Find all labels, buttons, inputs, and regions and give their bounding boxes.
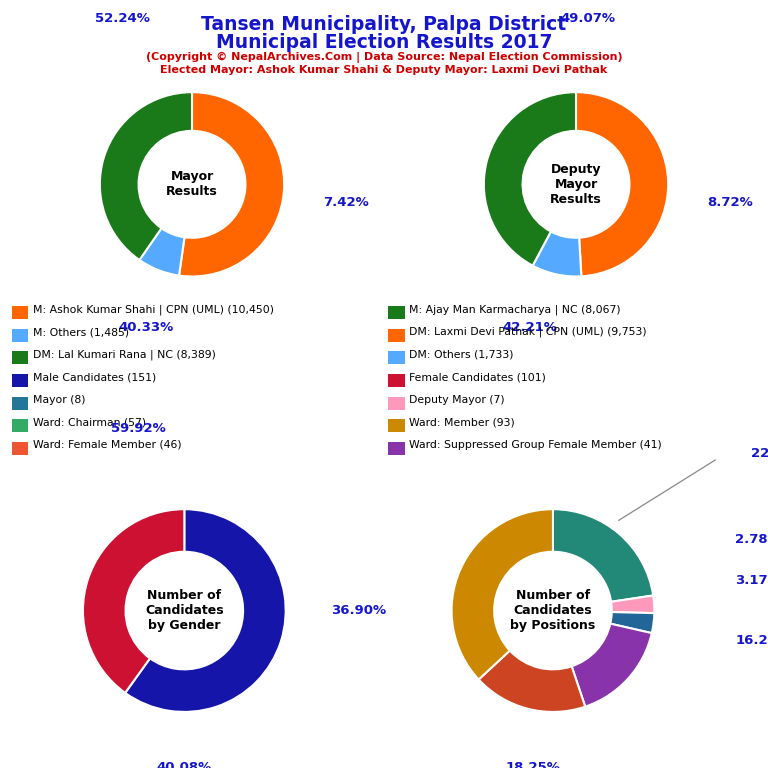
Text: Female Candidates (101): Female Candidates (101) — [409, 372, 546, 382]
Text: 40.33%: 40.33% — [118, 321, 174, 333]
Text: 7.42%: 7.42% — [323, 197, 369, 209]
Text: 3.17%: 3.17% — [736, 574, 768, 587]
Text: Municipal Election Results 2017: Municipal Election Results 2017 — [216, 33, 552, 52]
Text: Deputy
Mayor
Results: Deputy Mayor Results — [550, 163, 602, 206]
Text: 49.07%: 49.07% — [560, 12, 615, 25]
FancyBboxPatch shape — [12, 419, 28, 432]
FancyBboxPatch shape — [388, 442, 405, 455]
Wedge shape — [452, 509, 553, 680]
Text: Number of
Candidates
by Positions: Number of Candidates by Positions — [510, 589, 596, 632]
Wedge shape — [611, 612, 654, 633]
Text: Elected Mayor: Ashok Kumar Shahi & Deputy Mayor: Laxmi Devi Pathak: Elected Mayor: Ashok Kumar Shahi & Deput… — [161, 65, 607, 74]
Text: Deputy Mayor (7): Deputy Mayor (7) — [409, 395, 505, 405]
Text: 8.72%: 8.72% — [707, 197, 753, 209]
Wedge shape — [571, 624, 652, 707]
FancyBboxPatch shape — [388, 329, 405, 342]
Text: Ward: Female Member (46): Ward: Female Member (46) — [33, 440, 182, 450]
FancyBboxPatch shape — [388, 352, 405, 365]
FancyBboxPatch shape — [388, 396, 405, 409]
Text: M: Ajay Man Karmacharya | NC (8,067): M: Ajay Man Karmacharya | NC (8,067) — [409, 304, 621, 315]
FancyBboxPatch shape — [12, 442, 28, 455]
Text: 52.24%: 52.24% — [95, 12, 151, 25]
Text: Ward: Chairman (57): Ward: Chairman (57) — [33, 417, 146, 427]
Wedge shape — [533, 231, 581, 276]
Text: 59.92%: 59.92% — [111, 422, 166, 435]
Wedge shape — [478, 650, 585, 712]
Text: 18.25%: 18.25% — [505, 761, 560, 768]
Text: 22.62%: 22.62% — [750, 447, 768, 460]
Text: 16.27%: 16.27% — [736, 634, 768, 647]
Text: DM: Laxmi Devi Pathak | CPN (UML) (9,753): DM: Laxmi Devi Pathak | CPN (UML) (9,753… — [409, 326, 647, 337]
Text: DM: Lal Kumari Rana | NC (8,389): DM: Lal Kumari Rana | NC (8,389) — [33, 349, 216, 360]
FancyBboxPatch shape — [12, 306, 28, 319]
Wedge shape — [484, 92, 576, 266]
Wedge shape — [125, 509, 286, 712]
Wedge shape — [611, 595, 654, 613]
Wedge shape — [576, 92, 668, 276]
Wedge shape — [179, 92, 284, 276]
Wedge shape — [83, 509, 184, 693]
Text: Mayor (8): Mayor (8) — [33, 395, 85, 405]
Wedge shape — [100, 92, 192, 260]
FancyBboxPatch shape — [12, 352, 28, 365]
Text: Number of
Candidates
by Gender: Number of Candidates by Gender — [145, 589, 223, 632]
FancyBboxPatch shape — [388, 419, 405, 432]
Wedge shape — [140, 228, 184, 276]
Text: M: Ashok Kumar Shahi | CPN (UML) (10,450): M: Ashok Kumar Shahi | CPN (UML) (10,450… — [33, 304, 274, 315]
Text: (Copyright © NepalArchives.Com | Data Source: Nepal Election Commission): (Copyright © NepalArchives.Com | Data So… — [146, 51, 622, 62]
Text: 2.78%: 2.78% — [736, 533, 768, 546]
Text: Ward: Member (93): Ward: Member (93) — [409, 417, 515, 427]
Text: DM: Others (1,733): DM: Others (1,733) — [409, 349, 514, 359]
Text: Ward: Suppressed Group Female Member (41): Ward: Suppressed Group Female Member (41… — [409, 440, 662, 450]
Text: Male Candidates (151): Male Candidates (151) — [33, 372, 156, 382]
Wedge shape — [553, 509, 654, 602]
Text: 40.08%: 40.08% — [157, 761, 212, 768]
FancyBboxPatch shape — [12, 374, 28, 387]
Text: M: Others (1,485): M: Others (1,485) — [33, 327, 129, 337]
FancyBboxPatch shape — [388, 374, 405, 387]
Text: 42.21%: 42.21% — [502, 321, 558, 333]
Text: 36.90%: 36.90% — [330, 604, 386, 617]
FancyBboxPatch shape — [388, 306, 405, 319]
Text: Mayor
Results: Mayor Results — [166, 170, 218, 198]
FancyBboxPatch shape — [12, 329, 28, 342]
Text: Tansen Municipality, Palpa District: Tansen Municipality, Palpa District — [201, 15, 567, 35]
FancyBboxPatch shape — [12, 396, 28, 409]
